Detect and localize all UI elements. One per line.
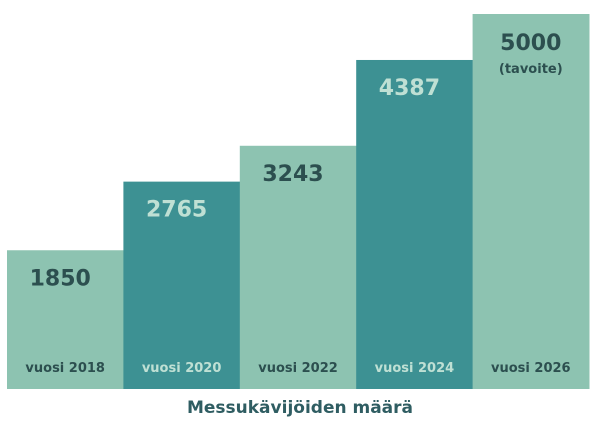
category-label-3: vuosi 2024	[375, 361, 455, 376]
value-label-2: 3243	[262, 162, 323, 187]
category-label-4: vuosi 2026	[491, 361, 571, 376]
bar-1	[123, 181, 241, 389]
value-label-3: 4387	[379, 76, 440, 101]
bar-4	[472, 14, 590, 389]
note-label-4: (tavoite)	[499, 62, 563, 77]
bar-2	[239, 145, 357, 389]
bar-3	[356, 59, 474, 389]
category-label-0: vuosi 2018	[25, 361, 105, 376]
value-label-1: 2765	[146, 198, 207, 223]
chart-title: Messukävijöiden määrä	[186, 398, 414, 418]
value-label-4: 5000	[500, 31, 561, 56]
value-label-0: 1850	[30, 266, 91, 291]
category-label-2: vuosi 2022	[258, 361, 338, 376]
category-label-1: vuosi 2020	[142, 361, 222, 376]
bar-0	[7, 250, 124, 389]
